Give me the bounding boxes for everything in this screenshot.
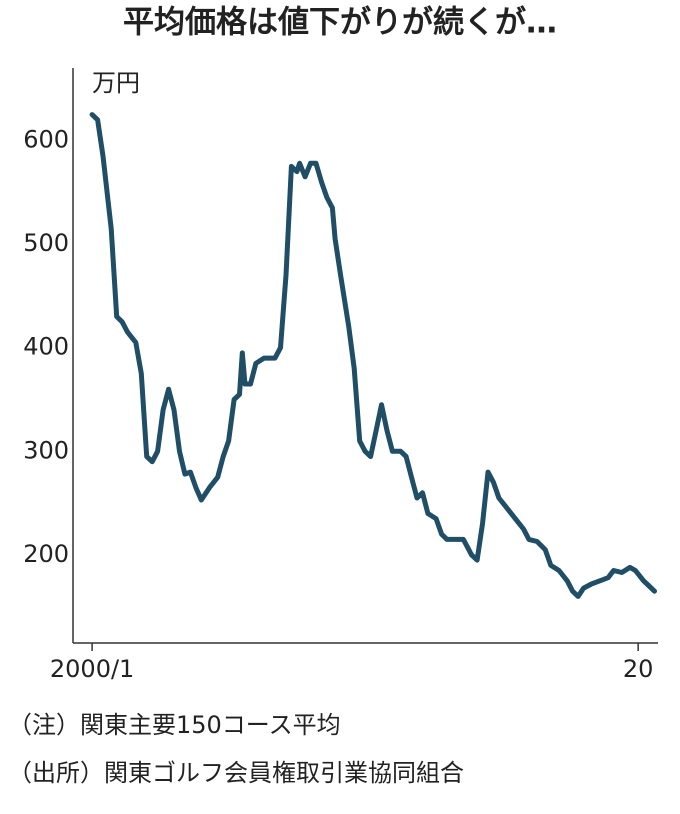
y-axis-unit: 万円 bbox=[92, 69, 140, 97]
source-note: （出所）関東ゴルフ会員権取引業協同組合 bbox=[8, 759, 464, 787]
x-tick-label: 2000/1 bbox=[50, 655, 134, 683]
y-tick-label: 600 bbox=[23, 126, 69, 154]
chart-title: 平均価格は値下がりが続くが… bbox=[123, 5, 557, 41]
y-tick-label: 300 bbox=[23, 436, 69, 464]
x-tick-label: 20 bbox=[623, 655, 654, 683]
y-tick-label: 200 bbox=[23, 540, 69, 568]
price-line bbox=[89, 112, 657, 599]
y-tick-label: 400 bbox=[23, 333, 69, 361]
y-tick-label: 500 bbox=[23, 229, 69, 257]
note: （注）関東主要150コース平均 bbox=[8, 711, 341, 739]
